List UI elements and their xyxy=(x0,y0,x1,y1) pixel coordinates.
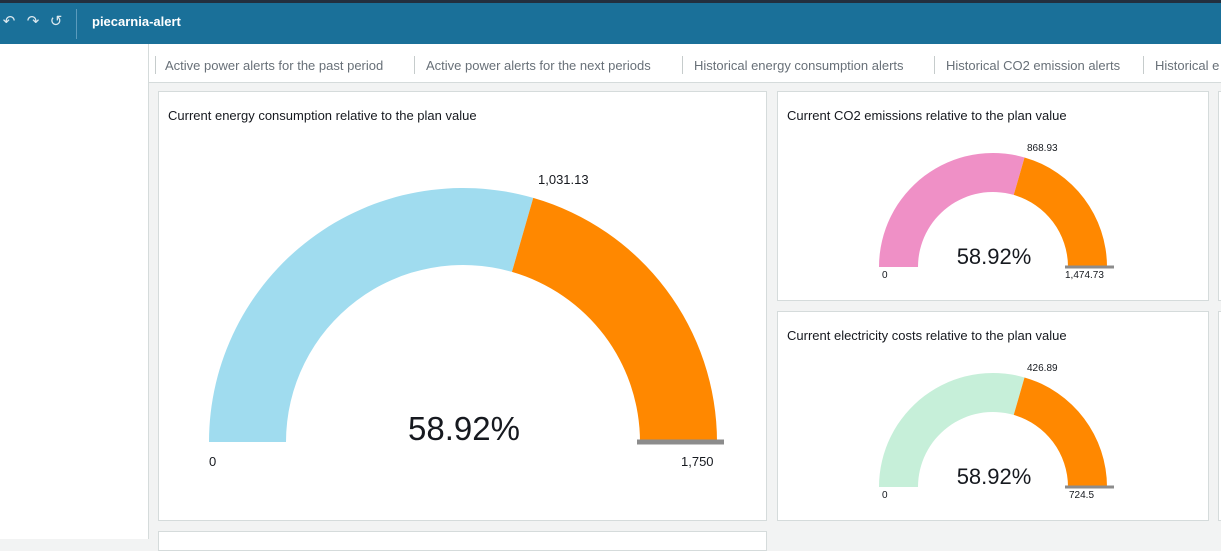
energy-gauge-card[interactable]: Current energy consumption relative to t… xyxy=(158,91,767,521)
cost-gauge-value-label: 426.89 xyxy=(1027,363,1058,374)
energy-gauge-value-label: 1,031.13 xyxy=(538,172,589,187)
toolbar-divider xyxy=(76,9,77,39)
tab-active-power-past[interactable]: Active power alerts for the past period xyxy=(165,58,384,73)
energy-gauge-percent: 58.92% xyxy=(408,410,520,447)
co2-gauge-target-marker xyxy=(1065,265,1114,269)
cost-gauge-svg xyxy=(879,372,1114,489)
co2-gauge-title: Current CO2 emissions relative to the pl… xyxy=(787,108,1067,123)
cost-gauge-target-marker xyxy=(1065,485,1114,489)
right-card-partial xyxy=(1218,91,1221,301)
undo-icon[interactable]: ↶ xyxy=(2,13,16,30)
cost-gauge-max-label: 724.5 xyxy=(1069,490,1095,501)
cost-gauge-card[interactable]: Current electricity costs relative to th… xyxy=(777,311,1209,521)
energy-gauge-value-arc xyxy=(209,188,534,442)
cost-gauge-value-arc xyxy=(879,372,1025,487)
energy-gauge-target-marker xyxy=(637,439,724,445)
tab-divider xyxy=(934,56,935,74)
energy-gauge-remaining-arc xyxy=(511,197,717,442)
co2-gauge-value-arc xyxy=(879,152,1025,267)
dashboard-title: piecarnia-alert xyxy=(92,14,181,29)
tab-historical-energy[interactable]: Historical energy consumption alerts xyxy=(694,58,904,73)
energy-gauge-min-label: 0 xyxy=(209,454,217,469)
co2-gauge-remaining-arc xyxy=(1013,157,1107,267)
lower-card-partial xyxy=(158,531,767,551)
co2-gauge-value-label: 868.93 xyxy=(1027,143,1058,154)
tab-divider xyxy=(155,56,156,74)
cost-gauge-percent: 58.92% xyxy=(956,464,1032,489)
sheet-tabs: Active power alerts for the past period … xyxy=(149,44,1221,83)
energy-gauge-svg xyxy=(209,188,724,445)
redo-icon[interactable]: ↷ xyxy=(26,13,40,30)
cost-gauge-min-label: 0 xyxy=(882,490,888,501)
co2-gauge-min-label: 0 xyxy=(882,270,888,281)
top-toolbar: ↶ ↷ ↺ piecarnia-alert xyxy=(0,0,1221,44)
co2-gauge-svg xyxy=(879,152,1114,269)
energy-gauge-title: Current energy consumption relative to t… xyxy=(168,108,477,123)
tab-active-power-next[interactable]: Active power alerts for the next periods xyxy=(426,58,651,73)
tab-historical-co2[interactable]: Historical CO2 emission alerts xyxy=(946,58,1121,73)
tab-divider xyxy=(1143,56,1144,74)
co2-gauge-percent: 58.92% xyxy=(956,244,1032,269)
co2-gauge-max-label: 1,474.73 xyxy=(1065,270,1104,281)
tab-divider xyxy=(682,56,683,74)
left-panel xyxy=(0,44,149,539)
cost-gauge-remaining-arc xyxy=(1013,377,1107,487)
cost-gauge-title: Current electricity costs relative to th… xyxy=(787,328,1067,343)
reset-icon[interactable]: ↺ xyxy=(49,13,63,30)
co2-gauge-card[interactable]: Current CO2 emissions relative to the pl… xyxy=(777,91,1209,301)
right-card-partial xyxy=(1218,311,1221,521)
tab-divider xyxy=(414,56,415,74)
tab-historical-more[interactable]: Historical e xyxy=(1155,58,1220,73)
energy-gauge-max-label: 1,750 xyxy=(681,454,714,469)
